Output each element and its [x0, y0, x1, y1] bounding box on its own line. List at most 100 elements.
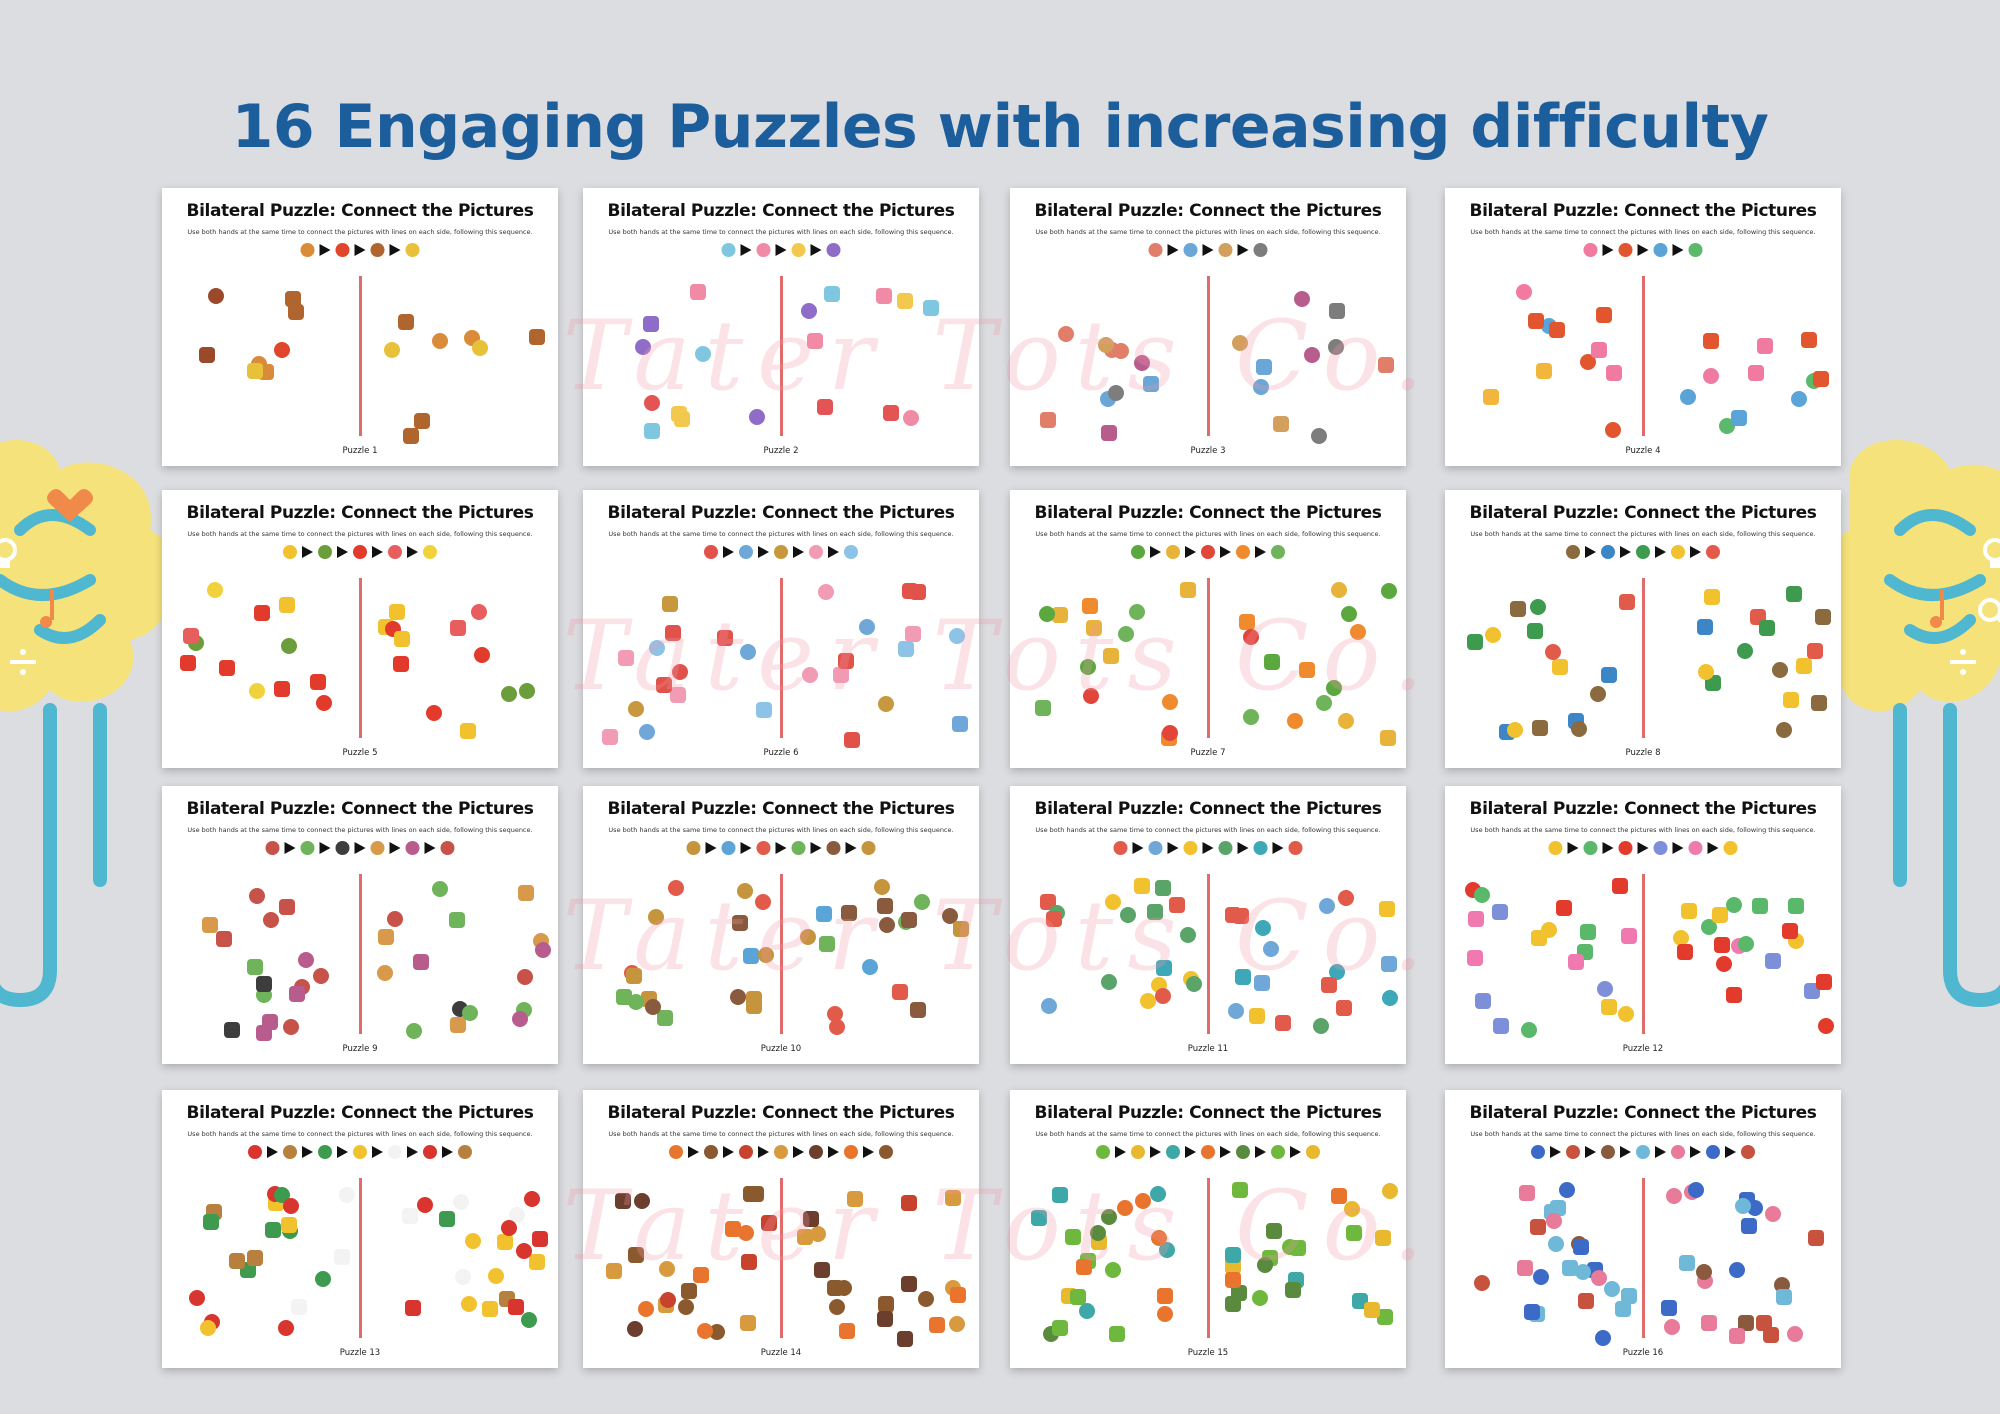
puzzle-picture-icon	[450, 620, 466, 636]
arrow-right-icon	[1237, 244, 1249, 256]
puzzle-picture-icon	[1737, 643, 1753, 659]
puzzle-picture-icon	[310, 674, 326, 690]
center-divider	[1207, 874, 1210, 1034]
puzzle-picture-icon	[512, 1011, 528, 1027]
puzzle-picture-icon	[1776, 1289, 1792, 1305]
puzzle-card: Bilateral Puzzle: Connect the Pictures Us…	[162, 786, 558, 1064]
puzzle-picture-icon	[334, 1249, 350, 1265]
arrow-right-icon	[1132, 842, 1144, 854]
puzzle-title: Bilateral Puzzle: Connect the Pictures	[186, 1103, 534, 1123]
arrow-right-icon	[1150, 1146, 1161, 1158]
puzzle-picture-icon	[1606, 365, 1622, 381]
puzzle-picture-icon	[1677, 944, 1693, 960]
puzzle-picture-icon	[460, 723, 476, 739]
puzzle-picture-icon	[1299, 662, 1315, 678]
puzzle-title: Bilateral Puzzle: Connect the Pictures	[186, 799, 534, 819]
picture-sequence	[283, 545, 437, 559]
puzzle-picture-icon	[1545, 644, 1561, 660]
puzzle-picture-icon	[1815, 609, 1831, 625]
puzzle-picture-icon	[291, 1299, 307, 1315]
puzzle-picture-icon	[1704, 589, 1720, 605]
puzzle-picture-icon	[1134, 878, 1150, 894]
puzzle-picture-icon	[1474, 1275, 1490, 1291]
puzzle-picture-icon	[628, 994, 644, 1010]
puzzle-picture-icon	[1536, 363, 1552, 379]
puzzle-picture-icon	[1035, 700, 1051, 716]
puzzle-picture-icon	[1783, 692, 1799, 708]
puzzle-picture-icon	[1086, 620, 1102, 636]
sequence-picture-icon	[1741, 1145, 1755, 1159]
puzzle-card: Bilateral Puzzle: Connect the Pictures Us…	[583, 188, 979, 466]
puzzle-picture-icon	[1492, 904, 1508, 920]
puzzle-number-label: Puzzle 5	[342, 748, 378, 758]
arrow-right-icon	[723, 1146, 734, 1158]
puzzle-picture-icon	[1738, 1315, 1754, 1331]
puzzle-picture-icon	[1568, 954, 1584, 970]
puzzle-picture-icon	[1703, 368, 1719, 384]
puzzle-picture-icon	[1239, 614, 1255, 630]
puzzle-picture-icon	[1729, 1328, 1745, 1344]
puzzle-picture-icon	[1344, 1201, 1360, 1217]
puzzle-picture-icon	[1714, 937, 1730, 953]
music-note-icon	[40, 590, 54, 628]
puzzle-card: Bilateral Puzzle: Connect the Pictures Us…	[1010, 1090, 1406, 1368]
center-divider	[359, 578, 362, 738]
puzzle-picture-icon	[532, 1231, 548, 1247]
sequence-picture-icon	[1183, 243, 1198, 257]
puzzle-picture-icon	[740, 644, 756, 660]
puzzle-picture-icon	[274, 681, 290, 697]
sequence-picture-icon	[1618, 243, 1633, 257]
puzzle-picture-icon	[247, 363, 263, 379]
puzzle-picture-icon	[743, 948, 759, 964]
puzzle-picture-icon	[1256, 359, 1272, 375]
puzzle-picture-icon	[1807, 643, 1823, 659]
puzzle-picture-icon	[482, 1301, 498, 1317]
arrow-right-icon	[1567, 842, 1579, 854]
puzzle-instruction: Use both hands at the same time to conne…	[1035, 826, 1381, 834]
sequence-picture-icon	[1131, 545, 1145, 559]
puzzle-picture-icon	[1180, 927, 1196, 943]
picture-sequence	[704, 545, 858, 559]
puzzle-picture-icon	[501, 1220, 517, 1236]
cloud-brain-decoration-icon	[1814, 440, 2000, 1008]
puzzle-picture-icon	[1225, 1272, 1241, 1288]
sequence-picture-icon	[1706, 1145, 1720, 1159]
puzzle-picture-icon	[1375, 1230, 1391, 1246]
puzzle-picture-icon	[1264, 654, 1280, 670]
arrow-right-icon	[1725, 1146, 1736, 1158]
puzzle-picture-icon	[810, 1226, 826, 1242]
puzzle-picture-icon	[1162, 694, 1178, 710]
puzzle-picture-icon	[923, 300, 939, 316]
puzzle-picture-icon	[1591, 1270, 1607, 1286]
puzzle-picture-icon	[1517, 1260, 1533, 1276]
center-divider	[780, 578, 783, 738]
sequence-picture-icon	[879, 1145, 893, 1159]
puzzle-picture-icon	[474, 647, 490, 663]
puzzle-picture-icon	[1052, 1320, 1068, 1336]
puzzle-picture-icon	[1065, 1229, 1081, 1245]
puzzle-picture-icon	[1232, 335, 1248, 351]
sequence-picture-icon	[423, 1145, 437, 1159]
puzzle-picture-icon	[758, 947, 774, 963]
puzzle-picture-icon	[644, 395, 660, 411]
puzzle-picture-icon	[1595, 1330, 1611, 1346]
puzzle-picture-icon	[279, 899, 295, 915]
puzzle-picture-icon	[229, 1253, 245, 1269]
puzzle-picture-icon	[1151, 1230, 1167, 1246]
puzzle-number-label: Puzzle 12	[1622, 1044, 1664, 1054]
watermark: Tater Tots Co.	[562, 1170, 1438, 1282]
arrow-right-icon	[1220, 1146, 1231, 1158]
puzzle-picture-icon	[1382, 990, 1398, 1006]
puzzle-picture-icon	[918, 1291, 934, 1307]
arrow-right-icon	[1290, 1146, 1301, 1158]
puzzle-picture-icon	[1380, 730, 1396, 746]
sequence-picture-icon	[1706, 545, 1720, 559]
puzzle-picture-icon	[797, 1229, 813, 1245]
puzzle-picture-icon	[1664, 1319, 1680, 1335]
sequence-picture-icon	[826, 243, 841, 257]
arrow-right-icon	[1185, 1146, 1196, 1158]
puzzle-number-label: Puzzle 15	[1187, 1348, 1229, 1358]
puzzle-picture-icon	[450, 1017, 466, 1033]
watermark: Tater Tots Co.	[562, 600, 1438, 712]
puzzle-picture-icon	[256, 976, 272, 992]
